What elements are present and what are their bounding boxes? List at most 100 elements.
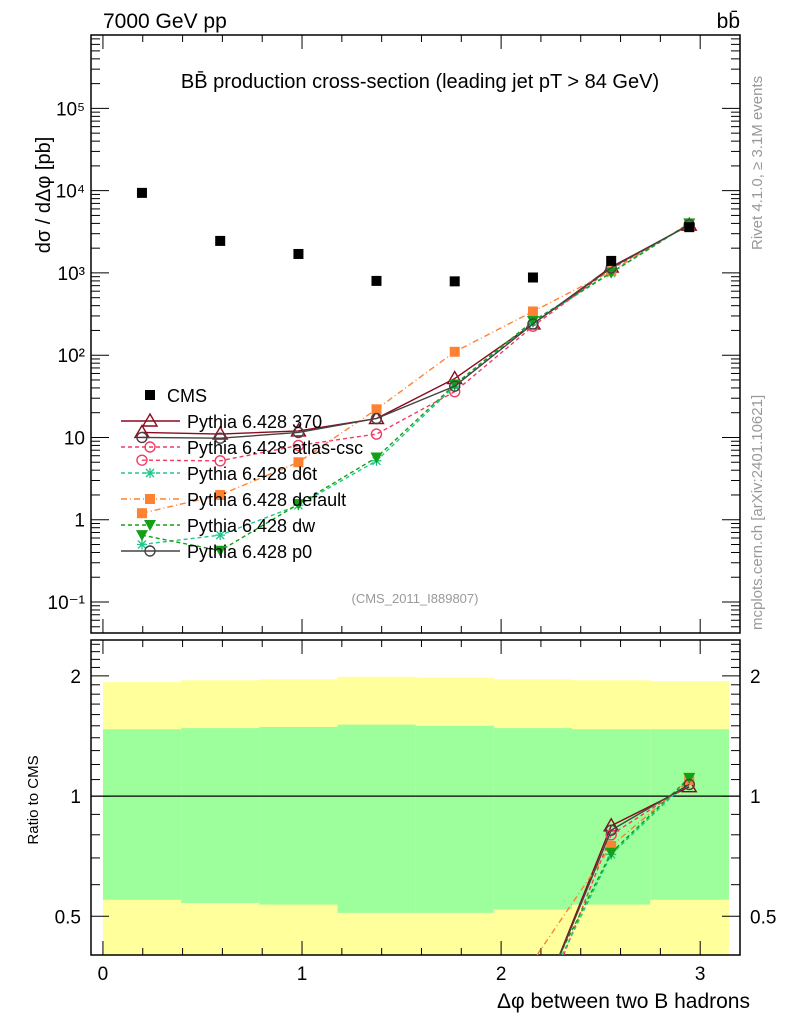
series-point-dw: [292, 499, 305, 511]
energy-label: 7000 GeV pp: [103, 10, 227, 33]
inner-band-bin: [415, 725, 495, 913]
data-point-cms: [606, 255, 617, 266]
ratio-point-dw: [683, 772, 696, 784]
legend-label-cms: CMS: [167, 386, 207, 406]
inner-band-bin: [259, 726, 338, 905]
ratio-y-tick-label-right: 0.5: [750, 907, 776, 928]
ratio-line-default: [536, 779, 690, 955]
series-point-d6t: [215, 530, 226, 541]
series-point-dw: [370, 452, 383, 464]
main-series: [133, 187, 698, 557]
series-point-370: [211, 425, 229, 440]
series-line-dw: [141, 222, 690, 552]
series-point-dw: [214, 545, 227, 557]
y-tick-label: 10⁵: [56, 99, 85, 120]
ratio-line-d6t: [561, 779, 690, 955]
series-line-d6t: [141, 223, 690, 546]
main-frame: [90, 34, 741, 634]
series-point-d6t: [136, 539, 147, 550]
series-point-default: [371, 404, 382, 415]
ratio-point-p0: [683, 778, 695, 791]
series-point-370: [133, 424, 151, 439]
series-point-atlas-csc: [292, 439, 305, 452]
legend-marker-370: [141, 412, 159, 427]
inner-band-bin: [102, 729, 182, 900]
chart-title: BB̄ production cross-section (leading je…: [181, 70, 659, 93]
ratio-point-dw: [605, 847, 618, 859]
x-tick-label: 2: [496, 964, 507, 985]
series-point-default: [215, 489, 226, 500]
inner-band-bin: [493, 728, 573, 910]
series-point-p0: [136, 431, 148, 444]
series-point-p0: [449, 380, 461, 392]
series-point-p0: [370, 412, 383, 425]
series-point-default: [449, 346, 460, 357]
legend-label-d6t: Pythia 6.428 d6t: [187, 464, 317, 484]
analysis-id-label: (CMS_2011_I889807): [352, 591, 479, 606]
series-point-p0: [214, 432, 226, 444]
series-line-default: [141, 223, 690, 514]
y-axis-label: dσ / dΔφ [pb]: [33, 137, 55, 254]
y-tick-label: 10⁴: [56, 182, 85, 203]
legend-marker-default: [145, 494, 155, 504]
y-tick-label: 10²: [58, 346, 85, 367]
y-tick-label: 10: [64, 428, 85, 449]
ratio-point-default: [606, 840, 617, 851]
data-point-cms: [136, 187, 147, 198]
series-point-default: [136, 508, 147, 519]
x-tick-label: 3: [695, 964, 706, 985]
legend-marker-d6t: [145, 468, 155, 478]
y-tick-label: 1: [74, 511, 85, 532]
series-point-p0: [292, 426, 305, 439]
rivet-label: Rivet 4.1.0, ≥ 3.1M events: [749, 76, 766, 250]
legend-label-atlas-csc: Pythia 6.428 atlas-csc: [187, 438, 363, 458]
ratio-panel: 0.5 0.5 1 1 2 2 0 1 2 3: [55, 639, 776, 985]
data-point-cms: [293, 248, 304, 259]
ratio-frame: [90, 639, 741, 956]
ratio-y-tick-label-right: 2: [750, 667, 761, 688]
series-point-default: [293, 457, 304, 468]
data-point-cms: [371, 275, 382, 286]
data-point-cms: [684, 222, 695, 233]
series-point-p0: [527, 318, 539, 330]
ratio-y-tick-label-right: 1: [750, 787, 761, 808]
y-tick-label: 10³: [58, 264, 85, 285]
main-panel: 10⁻¹ 1 10 10² 10³ 10⁴ 10⁵ CMS Pythia 6.428 370 Py…: [48, 34, 741, 634]
data-point-cms: [449, 276, 460, 287]
x-axis-label: Δφ between two B hadrons: [497, 990, 750, 1013]
inner-band-bin: [337, 724, 417, 913]
ratio-y-axis-label: Ratio to CMS: [25, 755, 42, 844]
data-point-cms: [527, 272, 538, 283]
ratio-series: [536, 772, 698, 955]
ratio-line-dw: [558, 777, 690, 955]
legend-label-default: Pythia 6.428 default: [187, 490, 346, 510]
series-point-atlas-csc: [214, 455, 226, 467]
ratio-point-p0: [605, 824, 617, 836]
legend-label-dw: Pythia 6.428 dw: [187, 516, 316, 536]
y-tick-label: 10⁻¹: [48, 593, 86, 614]
data-point-cms: [215, 235, 226, 246]
legend-label-370: Pythia 6.428 370: [187, 412, 322, 432]
ratio-y-tick-label: 1: [70, 787, 81, 808]
inner-band-bin: [571, 729, 651, 905]
series-point-atlas-csc: [370, 428, 383, 440]
legend: CMS Pythia 6.428 370 Pythia 6.428 atlas-cs…: [121, 386, 363, 562]
series-point-default: [527, 306, 538, 317]
mcplots-label: mcplots.cern.ch [arXiv:2401.10621]: [749, 395, 766, 630]
legend-marker-atlas-csc: [144, 441, 156, 453]
x-tick-label: 0: [98, 964, 109, 985]
ratio-line-p0: [559, 783, 690, 955]
legend-marker-dw: [144, 520, 156, 531]
x-tick-label: 1: [297, 964, 308, 985]
inner-band-bin: [650, 729, 729, 900]
inner-band-bin: [181, 728, 260, 903]
ratio-y-tick-label: 2: [70, 667, 81, 688]
process-label: bb̄: [717, 10, 740, 33]
legend-marker-cms: [145, 390, 155, 400]
series-point-dw: [526, 316, 539, 328]
series-point-atlas-csc: [136, 454, 148, 466]
legend-label-p0: Pythia 6.428 p0: [187, 542, 312, 562]
series-line-atlas-csc: [141, 224, 690, 462]
legend-marker-p0: [144, 545, 156, 557]
